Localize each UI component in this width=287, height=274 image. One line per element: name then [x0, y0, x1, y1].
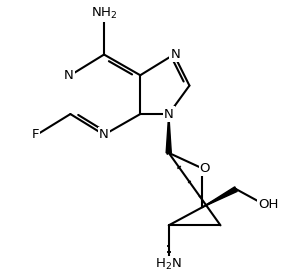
Polygon shape	[202, 187, 237, 207]
Text: N: N	[64, 69, 74, 82]
Text: N: N	[99, 128, 109, 141]
Text: NH$_2$: NH$_2$	[91, 5, 117, 21]
Text: N: N	[170, 48, 180, 61]
Text: O: O	[200, 162, 210, 175]
Polygon shape	[166, 114, 171, 153]
Text: OH: OH	[258, 198, 279, 211]
Text: N: N	[164, 108, 174, 121]
Text: F: F	[32, 128, 39, 141]
Text: H$_2$N: H$_2$N	[155, 256, 182, 272]
